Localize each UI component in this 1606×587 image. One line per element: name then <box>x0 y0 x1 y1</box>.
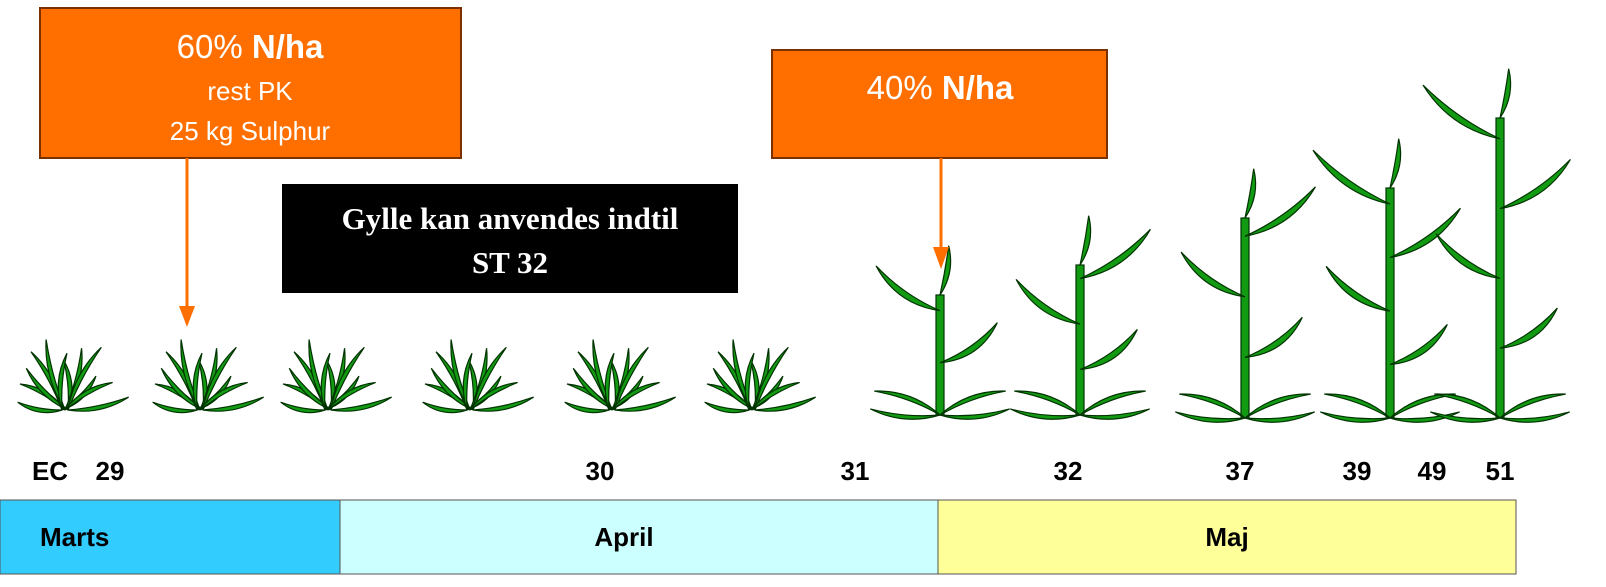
leaf <box>1430 412 1500 422</box>
stage-labels: 29 30 31 32 37 39 49 51 <box>96 456 1515 486</box>
leaf <box>876 266 940 311</box>
leaf <box>1313 150 1390 204</box>
leaf <box>1010 409 1080 419</box>
note-line: ST 32 <box>472 245 548 280</box>
stage-label: 29 <box>96 456 125 486</box>
stage-label: 49 <box>1418 456 1447 486</box>
leaf <box>1080 329 1137 369</box>
stem <box>1076 265 1084 415</box>
stem <box>1241 218 1249 418</box>
leaf <box>870 409 940 419</box>
arrow-head <box>179 306 195 327</box>
stage-label: 30 <box>586 456 615 486</box>
stage-prefix: EC <box>32 456 68 486</box>
stage-label: 32 <box>1054 456 1083 486</box>
percent: 40% <box>867 69 933 106</box>
unit: N/ha <box>942 69 1014 106</box>
leaf <box>1326 266 1390 311</box>
box-heading: 40% N/ha <box>867 69 1014 106</box>
percent: 60% <box>177 28 243 65</box>
box-line: 25 kg Sulphur <box>170 116 331 146</box>
leaf <box>605 353 614 410</box>
leaf <box>1434 394 1500 418</box>
stem <box>1496 118 1504 418</box>
leaf <box>745 353 754 410</box>
leaf <box>1390 394 1456 418</box>
leaf <box>1390 324 1447 364</box>
leaf <box>463 353 472 410</box>
leaf <box>1080 409 1150 419</box>
leaf <box>1080 391 1146 415</box>
diagram: 60% N/ha rest PK 25 kg Sulphur 40% N/ha … <box>0 0 1606 587</box>
leaf <box>1014 391 1080 415</box>
stem <box>936 295 944 415</box>
leaf <box>1175 412 1245 422</box>
leaf <box>1500 308 1557 348</box>
leaf <box>1245 394 1311 418</box>
note-line: Gylle kan anvendes indtil <box>342 201 679 236</box>
leaf <box>58 353 67 410</box>
month-label: April <box>594 522 653 552</box>
leaf <box>1245 187 1315 236</box>
stage-label: 37 <box>1226 456 1255 486</box>
box-heading: 60% N/ha <box>177 28 324 65</box>
leaf <box>1080 216 1091 265</box>
stem <box>1386 188 1394 418</box>
leaf <box>940 391 1006 415</box>
leaf <box>1245 317 1302 357</box>
leaf <box>1245 169 1256 218</box>
leaf <box>1245 412 1315 422</box>
leaf <box>1436 234 1500 279</box>
unit: N/ha <box>252 28 324 65</box>
month-label: Marts <box>40 522 109 552</box>
leaf <box>321 353 330 410</box>
stage-label: 51 <box>1486 456 1515 486</box>
leaf <box>1179 394 1245 418</box>
stage-label: 39 <box>1343 456 1372 486</box>
box-line: rest PK <box>207 76 293 106</box>
leaf <box>1500 159 1570 208</box>
leaf <box>940 323 997 363</box>
leaf <box>1423 85 1500 139</box>
leaf <box>193 353 202 410</box>
leaf <box>1181 252 1245 297</box>
leaf <box>1016 279 1080 324</box>
leaf <box>1390 139 1401 188</box>
month-label: Maj <box>1205 522 1248 552</box>
leaf <box>1500 394 1566 418</box>
leaf <box>1320 412 1390 422</box>
leaf <box>1500 69 1511 118</box>
leaf <box>1500 412 1570 422</box>
leaf <box>1324 394 1390 418</box>
stage-label: 31 <box>841 456 870 486</box>
leaf <box>874 391 940 415</box>
leaf <box>940 409 1010 419</box>
